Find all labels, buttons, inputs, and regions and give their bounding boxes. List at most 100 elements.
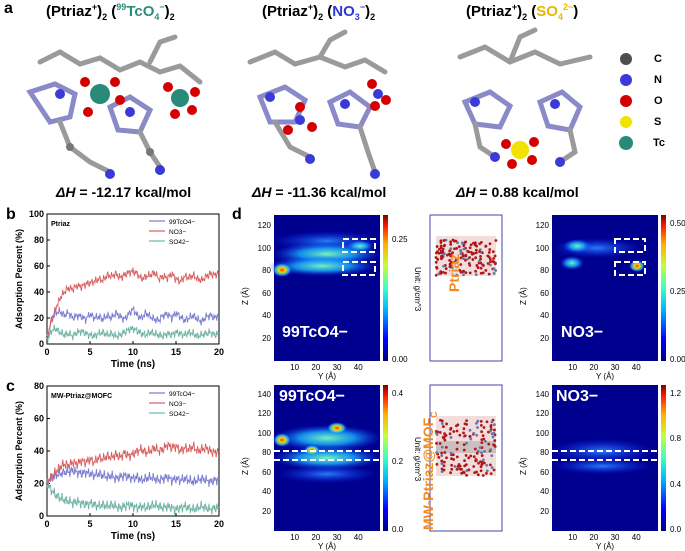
slab-atom-dot xyxy=(456,465,460,468)
molecule-title-2: (Ptriaz+)2 (NO3−)2 xyxy=(262,2,376,22)
slab-atom-dot xyxy=(454,258,458,262)
slab-atom-dot xyxy=(489,425,493,428)
slab-atom-dot xyxy=(487,272,491,276)
colorbar-unit-label: Unit: g/cm^3 xyxy=(413,437,422,482)
slab-atom-dot xyxy=(479,469,483,473)
legend-label: NO3− xyxy=(169,401,186,408)
slab-atom-dot xyxy=(452,430,456,433)
slab-atom-dot xyxy=(485,469,489,473)
legend-label: O xyxy=(654,94,663,107)
colorbar-tick-label: 0.25 xyxy=(392,235,408,244)
ion-label: 99TcO4− xyxy=(279,388,345,405)
slab-atom-dot xyxy=(490,466,494,470)
anion-sub: 4 xyxy=(154,12,160,22)
slab-atom-dot xyxy=(492,271,496,275)
y-tick-label: 20 xyxy=(34,479,44,489)
slab-atom-dot xyxy=(449,240,453,244)
nitrogen-atom-icon xyxy=(620,73,632,86)
molecule-title-3: (Ptriaz+)2 (SO42−) xyxy=(466,2,579,22)
slab-atom-dot xyxy=(460,467,463,471)
x-axis-label: Time (ns) xyxy=(111,359,155,370)
series-line xyxy=(46,440,220,487)
slab-mof xyxy=(429,384,503,532)
enthalpy-3: ΔH = 0.88 kcal/mol xyxy=(456,184,579,200)
z-tick-label: 20 xyxy=(262,333,271,343)
slab-atom-dot xyxy=(442,460,446,464)
x-tick-label: 0 xyxy=(44,519,49,529)
z-tick-label: 140 xyxy=(257,389,271,399)
slab-atom-dot xyxy=(479,423,483,427)
slab-atom-dot xyxy=(464,254,468,258)
slab-atom-dot xyxy=(463,422,467,426)
slab-atom-dot xyxy=(439,246,443,249)
legend-label: C xyxy=(654,52,662,65)
slab-atom-dot xyxy=(494,239,498,242)
slab-atom-dot xyxy=(438,431,442,434)
molecule-2-image xyxy=(247,29,388,175)
y-tick-label: 30 xyxy=(332,533,342,542)
ion-label: 99TcO4− xyxy=(282,324,348,341)
anion-post-sub: 2 xyxy=(370,12,376,22)
colorbar-tick-label: 0.0 xyxy=(392,525,404,534)
slab-atom-dot xyxy=(448,258,452,262)
slab-atom-dot xyxy=(475,244,479,248)
slab-atom-dot xyxy=(473,471,477,474)
y-tick-label: 100 xyxy=(29,209,44,219)
plot-frame xyxy=(46,213,220,345)
slab-atom-dot xyxy=(443,252,446,255)
slab-atom-dot xyxy=(435,245,439,248)
slab-atom-dot xyxy=(474,273,478,276)
series-line xyxy=(46,267,220,342)
y-tick-label: 10 xyxy=(568,363,578,372)
slab-atom-dot xyxy=(490,454,494,458)
slab-atom-dot xyxy=(476,419,480,423)
slab-atom-dot xyxy=(455,447,459,451)
y-tick-label: 20 xyxy=(589,363,599,372)
colorbar-tick-label: 0.2 xyxy=(392,457,404,466)
slab-atom-dot xyxy=(466,257,470,261)
slab-atom-dot xyxy=(450,463,454,467)
slab-atom-dot xyxy=(456,241,459,245)
y-axis-label: Y (Å) xyxy=(596,542,615,551)
anion-charge: − xyxy=(359,2,366,12)
z-tick-label: 140 xyxy=(535,389,549,399)
z-tick-label: 100 xyxy=(535,428,549,438)
slab-atom-dot xyxy=(439,241,443,244)
slab-atom-dot xyxy=(448,249,452,253)
x-tick-label: 15 xyxy=(171,519,181,529)
slab-atom-dot xyxy=(462,427,466,431)
y-axis-label: Adsorption Percent (%) xyxy=(14,401,24,501)
slab-atom-dot xyxy=(443,435,446,439)
slab-atom-dot xyxy=(449,426,453,430)
series-line xyxy=(46,306,220,336)
slab-atom-dot xyxy=(441,270,445,274)
z-tick-label: 100 xyxy=(535,243,549,253)
slab-atom-dot xyxy=(449,247,453,251)
title-sub: 2 xyxy=(318,12,324,22)
enthalpy-1: ΔH = -12.17 kcal/mol xyxy=(56,184,191,200)
slab-atom-dot xyxy=(479,271,483,275)
slab-atom-dot xyxy=(491,250,495,254)
title-sub: 2 xyxy=(522,12,528,22)
slab-atom-dot xyxy=(489,260,492,263)
anion-post: ) xyxy=(573,3,579,20)
enthalpy-2: ΔH = -11.36 kcal/mol xyxy=(252,184,386,200)
slab-atom-dot xyxy=(442,468,446,472)
slab-atom-dot xyxy=(443,438,447,442)
z-tick-label: 100 xyxy=(257,428,271,438)
slab-atom-dot xyxy=(488,463,492,467)
slab-atom-dot xyxy=(435,266,439,270)
slab-atom-dot xyxy=(475,433,479,437)
element-legend: C N O S Tc xyxy=(619,48,680,153)
slab-atom-dot xyxy=(445,422,449,426)
y-axis-label: Adsorption Percent (%) xyxy=(14,229,24,329)
slab-atom-dot xyxy=(468,428,472,432)
slab-atom-dot xyxy=(462,448,466,452)
slab-atom-dot xyxy=(440,419,444,423)
slab-atom-dot xyxy=(441,247,445,251)
slab-atom-dot xyxy=(465,441,468,445)
slab-atom-dot xyxy=(440,470,444,473)
y-axis-label: Y (Å) xyxy=(318,372,337,381)
legend-label: SO42− xyxy=(169,239,190,246)
delta-h-value: = 0.88 kcal/mol xyxy=(475,184,579,200)
